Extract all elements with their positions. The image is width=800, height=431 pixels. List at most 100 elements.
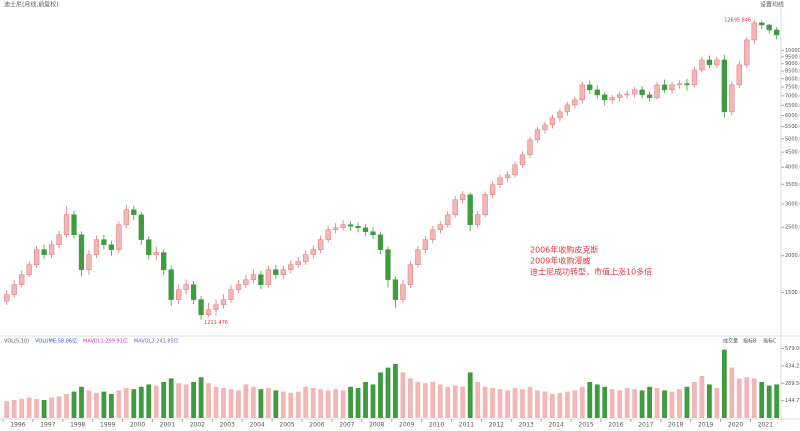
candle-body [183, 284, 189, 290]
volume-bar [497, 389, 503, 418]
candle-body [288, 264, 294, 270]
candle-body [430, 229, 436, 240]
legend-item: MAVOL1:299.91亿 [83, 338, 128, 345]
ma-setting[interactable]: 设置均线 [760, 1, 784, 9]
candle-body [519, 154, 526, 166]
candle-body [340, 224, 346, 228]
panel-button[interactable]: 指标C [763, 338, 777, 345]
candle-body [250, 274, 257, 280]
volume-bar [41, 400, 47, 418]
candle-body [467, 194, 473, 225]
volume-bar [94, 392, 99, 418]
candle-body [41, 249, 47, 255]
y-tick-label: 289.50M [785, 381, 800, 387]
y-tick-label: 1500.00 [785, 290, 800, 296]
volume-bar [258, 389, 264, 418]
candle-body [370, 231, 376, 235]
volume-bar [714, 388, 720, 418]
volume-bar [183, 384, 189, 418]
candle-body [362, 227, 369, 232]
candle-body [295, 261, 301, 265]
candle-body [759, 22, 765, 26]
candle-body [594, 89, 600, 96]
candle-body [774, 29, 780, 36]
volume-bar [422, 383, 428, 418]
y-tick-label: 10000.00 [785, 48, 800, 54]
volume-bar [669, 391, 675, 418]
candle-body [437, 224, 443, 230]
candle-body [355, 225, 361, 228]
candle-body [78, 234, 85, 270]
volume-bar [236, 390, 241, 418]
volume-bar [116, 390, 122, 418]
y-tick-label: 3500.00 [785, 182, 800, 188]
volume-bar [243, 384, 249, 418]
candle-body [415, 249, 421, 265]
volume-bar [251, 386, 256, 418]
volume-bar [400, 372, 406, 418]
candle-body [146, 239, 152, 255]
volume-bar [108, 394, 114, 418]
candle-body [631, 89, 638, 95]
candle-body [56, 234, 62, 245]
panel-button[interactable]: 指标B [743, 338, 757, 345]
candle-body [729, 84, 735, 113]
candle-body [661, 84, 668, 91]
candle-body [617, 94, 623, 98]
max-label: 12695.846 [724, 17, 751, 23]
candle-body [684, 83, 690, 86]
volume-bar [452, 385, 458, 418]
x-tick-label: 2003 [220, 422, 235, 429]
candle-body [497, 177, 503, 186]
candle-body [235, 284, 242, 290]
volume-bar [265, 388, 271, 418]
volume-bar [146, 384, 152, 418]
candle-body [407, 264, 414, 285]
candle-body [347, 224, 354, 227]
volume-bar [161, 382, 167, 418]
volume-bar [617, 390, 623, 418]
volume-bar [213, 386, 219, 418]
volume-bar [138, 386, 144, 418]
panel-button[interactable]: 成交量 [723, 338, 738, 345]
candle-body [205, 309, 212, 315]
volume-bar [101, 391, 107, 418]
candle-body [101, 239, 107, 245]
volume-bar [557, 392, 563, 418]
volume-bar [430, 382, 436, 418]
volume-bar [176, 383, 182, 418]
candle-body [131, 209, 137, 215]
candle-body [48, 244, 55, 255]
candle-body [400, 284, 406, 300]
candle-body [265, 269, 272, 285]
candle-body [744, 39, 750, 66]
candle-body [108, 244, 115, 250]
volume-bar [123, 388, 129, 418]
volume-bar [393, 364, 398, 418]
volume-bar [26, 397, 32, 418]
annotation: 2006年收购皮克斯 [530, 245, 598, 255]
candle-body [176, 289, 182, 300]
min-label: 1211.476 [204, 320, 228, 326]
candle-body [624, 93, 630, 96]
x-tick-label: 1999 [100, 422, 115, 429]
candle-body [26, 264, 32, 275]
y-tick-label: 5500.00 [785, 124, 800, 130]
y-tick-label: 3000.00 [785, 201, 800, 207]
legend-item: MAVOL2:241.85亿 [134, 338, 179, 345]
x-tick-label: 2015 [578, 422, 593, 429]
candle-body [669, 84, 675, 91]
candle-body [161, 252, 167, 270]
candle-body [654, 84, 660, 98]
volume-bar [86, 390, 92, 418]
x-tick-label: 2016 [608, 422, 623, 429]
x-tick-label: 1996 [10, 422, 25, 429]
y-tick-label: 9500.00 [785, 54, 800, 60]
candle-body [691, 69, 698, 86]
volume-bar [206, 383, 211, 418]
y-tick-label: 144.75M [785, 398, 800, 404]
candle-body [706, 59, 713, 66]
candle-body [138, 214, 144, 240]
